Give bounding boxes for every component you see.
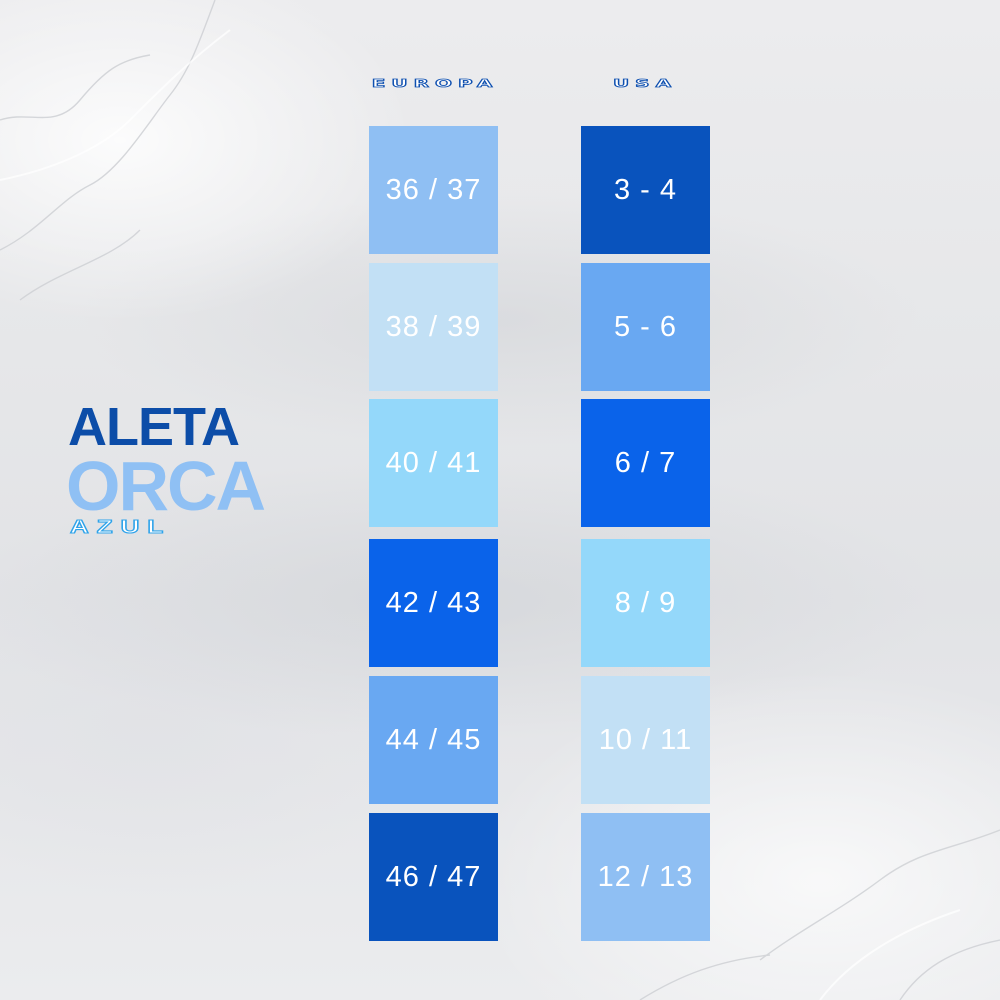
usa-size-cell: 6 / 7 xyxy=(581,399,710,527)
usa-size-cell: 12 / 13 xyxy=(581,813,710,941)
europa-size-cell: 38 / 39 xyxy=(369,263,498,391)
europa-size-cell: 46 / 47 xyxy=(369,813,498,941)
usa-size-cell: 5 - 6 xyxy=(581,263,710,391)
usa-column-header: USA xyxy=(612,76,678,90)
europa-size-cell: 44 / 45 xyxy=(369,676,498,804)
europa-size-cell: 42 / 43 xyxy=(369,539,498,667)
title-azul: AZUL xyxy=(69,515,172,537)
usa-size-cell: 3 - 4 xyxy=(581,126,710,254)
europa-size-cell: 36 / 37 xyxy=(369,126,498,254)
europa-size-cell: 40 / 41 xyxy=(369,399,498,527)
title-orca: ORCA xyxy=(66,447,266,525)
usa-size-cell: 10 / 11 xyxy=(581,676,710,804)
usa-size-cell: 8 / 9 xyxy=(581,539,710,667)
europa-column-header: EUROPA xyxy=(371,76,499,90)
title-aleta: ALETA xyxy=(68,397,240,457)
